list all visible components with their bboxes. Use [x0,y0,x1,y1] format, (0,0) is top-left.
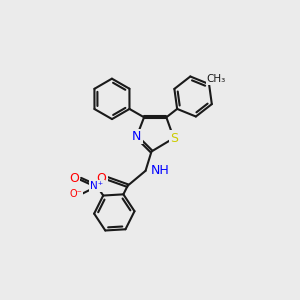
Text: N⁺: N⁺ [90,181,104,191]
Text: O: O [69,172,79,185]
Text: NH: NH [151,164,170,177]
Text: O: O [97,172,106,185]
Text: CH₃: CH₃ [207,74,226,83]
Text: S: S [170,132,178,145]
Text: N: N [132,130,141,143]
Text: O⁻: O⁻ [69,189,82,199]
